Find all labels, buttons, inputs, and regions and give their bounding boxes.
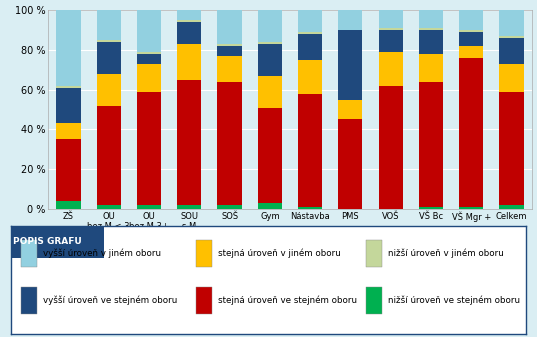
- Bar: [217, 46, 242, 56]
- Bar: [21, 240, 37, 267]
- Bar: [459, 10, 483, 30]
- Bar: [177, 22, 201, 44]
- Text: nižší úroveň v jiném oboru: nižší úroveň v jiném oboru: [388, 249, 504, 258]
- Bar: [137, 205, 161, 209]
- Bar: [56, 10, 81, 86]
- Bar: [21, 287, 37, 314]
- Bar: [379, 52, 403, 86]
- Bar: [177, 20, 201, 22]
- Bar: [459, 30, 483, 32]
- Bar: [56, 86, 81, 88]
- Bar: [298, 94, 322, 207]
- Bar: [499, 205, 524, 209]
- Bar: [419, 82, 443, 207]
- Bar: [459, 207, 483, 209]
- Bar: [197, 287, 212, 314]
- Bar: [366, 287, 382, 314]
- Text: nižší úroveň ve stejném oboru: nižší úroveň ve stejném oboru: [388, 296, 520, 305]
- Bar: [298, 32, 322, 34]
- Bar: [137, 52, 161, 54]
- Bar: [379, 86, 403, 209]
- Bar: [499, 36, 524, 38]
- Bar: [97, 105, 121, 205]
- Bar: [56, 123, 81, 140]
- Bar: [338, 119, 362, 209]
- Bar: [459, 46, 483, 58]
- Bar: [499, 38, 524, 64]
- Bar: [379, 28, 403, 30]
- Bar: [499, 10, 524, 36]
- Bar: [217, 56, 242, 82]
- Bar: [258, 203, 282, 209]
- Text: vyšší úroveň ve stejném oboru: vyšší úroveň ve stejném oboru: [43, 296, 177, 305]
- Bar: [217, 82, 242, 205]
- Bar: [97, 40, 121, 42]
- Bar: [97, 205, 121, 209]
- Bar: [56, 201, 81, 209]
- Bar: [137, 54, 161, 64]
- Bar: [258, 10, 282, 42]
- Bar: [338, 30, 362, 100]
- Bar: [338, 10, 362, 30]
- Bar: [298, 207, 322, 209]
- Bar: [56, 88, 81, 123]
- Bar: [217, 44, 242, 46]
- Bar: [419, 207, 443, 209]
- Bar: [177, 80, 201, 205]
- Bar: [419, 54, 443, 82]
- Bar: [177, 205, 201, 209]
- Bar: [197, 240, 212, 267]
- Bar: [177, 44, 201, 80]
- Bar: [499, 64, 524, 92]
- Bar: [338, 100, 362, 119]
- Bar: [137, 64, 161, 92]
- Bar: [97, 42, 121, 74]
- Bar: [298, 60, 322, 94]
- Bar: [258, 44, 282, 76]
- Bar: [177, 10, 201, 20]
- Bar: [137, 10, 161, 52]
- Bar: [97, 10, 121, 40]
- Bar: [11, 226, 104, 258]
- Bar: [97, 74, 121, 105]
- Bar: [419, 10, 443, 28]
- Text: vyšší úroveň v jiném oboru: vyšší úroveň v jiném oboru: [43, 249, 161, 258]
- Bar: [366, 240, 382, 267]
- Bar: [459, 58, 483, 207]
- Bar: [217, 205, 242, 209]
- Bar: [137, 92, 161, 205]
- Bar: [217, 10, 242, 44]
- Bar: [258, 76, 282, 108]
- Bar: [499, 92, 524, 205]
- Bar: [459, 32, 483, 46]
- Bar: [298, 10, 322, 32]
- Bar: [56, 139, 81, 201]
- Bar: [379, 30, 403, 52]
- Bar: [419, 30, 443, 54]
- Text: POPIS GRAFU: POPIS GRAFU: [13, 238, 82, 246]
- Text: stejná úroveň ve stejném oboru: stejná úroveň ve stejném oboru: [218, 296, 357, 305]
- Bar: [258, 42, 282, 44]
- Text: stejná úroveň v jiném oboru: stejná úroveň v jiném oboru: [218, 249, 341, 258]
- Bar: [379, 10, 403, 28]
- Bar: [298, 34, 322, 60]
- Bar: [258, 108, 282, 203]
- Bar: [419, 28, 443, 30]
